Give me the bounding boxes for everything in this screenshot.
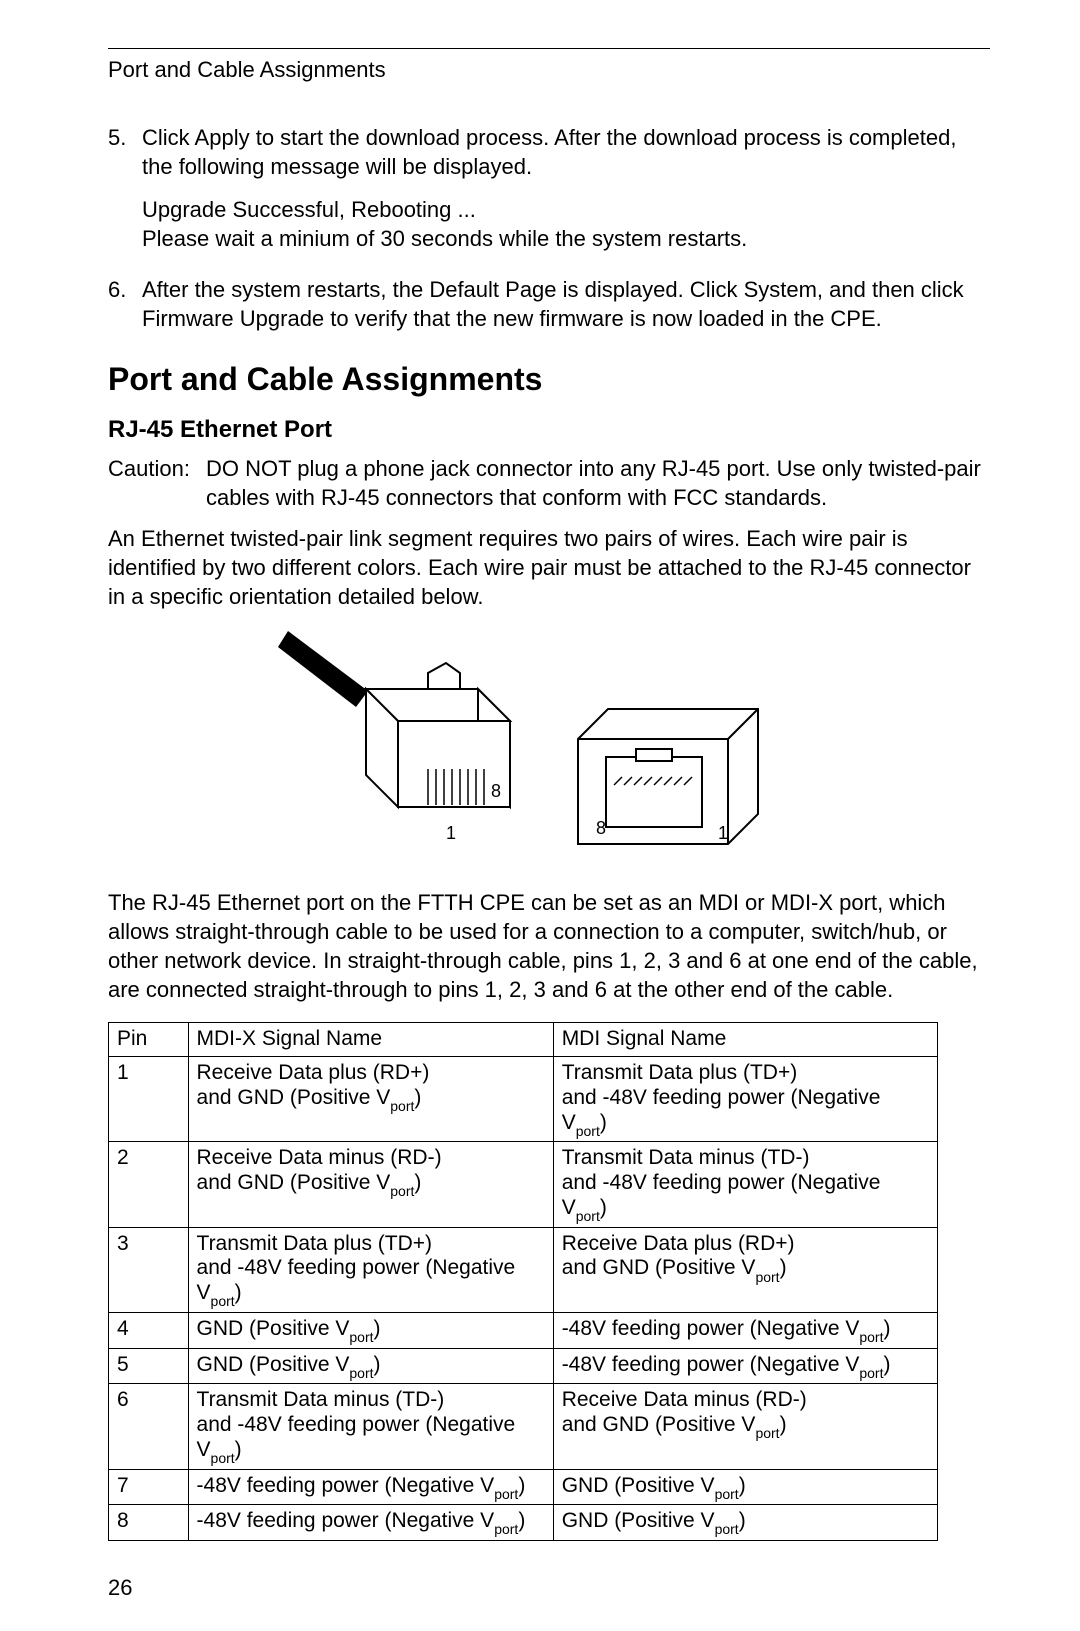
cell-mdi: -48V feeding power (Negative Vport) — [553, 1312, 937, 1348]
cell-mdix: -48V feeding power (Negative Vport) — [188, 1469, 553, 1505]
step-number: 6. — [108, 275, 142, 333]
section-title: Port and Cable Assignments — [108, 361, 990, 398]
para-wire-pairs: An Ethernet twisted-pair link segment re… — [108, 524, 990, 611]
cell-pin: 7 — [109, 1469, 189, 1505]
cell-mdix: Transmit Data plus (TD+)and -48V feeding… — [188, 1227, 553, 1312]
pin-assignment-table: Pin MDI-X Signal Name MDI Signal Name 1R… — [108, 1022, 938, 1541]
top-rule — [108, 48, 990, 49]
cell-mdi: GND (Positive Vport) — [553, 1505, 937, 1541]
step-6-para-1: After the system restarts, the Default P… — [142, 275, 990, 333]
table-row: 5GND (Positive Vport)-48V feeding power … — [109, 1348, 938, 1384]
cell-mdix: Transmit Data minus (TD-)and -48V feedin… — [188, 1384, 553, 1469]
cell-pin: 5 — [109, 1348, 189, 1384]
caution-text: DO NOT plug a phone jack connector into … — [206, 454, 990, 512]
cell-mdi: Transmit Data minus (TD-)and -48V feedin… — [553, 1142, 937, 1227]
cell-pin: 3 — [109, 1227, 189, 1312]
para-mdi-mdix: The RJ-45 Ethernet port on the FTTH CPE … — [108, 888, 990, 1004]
table-row: 8-48V feeding power (Negative Vport)GND … — [109, 1505, 938, 1541]
table-row: 4GND (Positive Vport)-48V feeding power … — [109, 1312, 938, 1348]
cell-mdi: -48V feeding power (Negative Vport) — [553, 1348, 937, 1384]
caution-block: Caution: DO NOT plug a phone jack connec… — [108, 454, 990, 512]
cell-mdi: Receive Data plus (RD+)and GND (Positive… — [553, 1227, 937, 1312]
jack-pin-8-label: 8 — [596, 818, 606, 838]
running-head: Port and Cable Assignments — [108, 57, 990, 83]
cell-mdix: Receive Data minus (RD-)and GND (Positiv… — [188, 1142, 553, 1227]
step-5-para-2: Upgrade Successful, Rebooting ... Please… — [142, 195, 990, 253]
step-6: 6. After the system restarts, the Defaul… — [108, 275, 990, 333]
cell-mdix: Receive Data plus (RD+)and GND (Positive… — [188, 1057, 553, 1142]
step-5-para-1: Click Apply to start the download proces… — [142, 123, 990, 181]
steps-list: 5. Click Apply to start the download pro… — [108, 123, 990, 333]
plug-pin-1-label: 1 — [446, 823, 456, 843]
step-5: 5. Click Apply to start the download pro… — [108, 123, 990, 253]
plug-pin-8-label: 8 — [491, 781, 501, 801]
col-pin-header: Pin — [109, 1023, 189, 1057]
rj45-figure: 8 1 — [278, 629, 990, 864]
cell-mdi: GND (Positive Vport) — [553, 1469, 937, 1505]
table-row: 1Receive Data plus (RD+)and GND (Positiv… — [109, 1057, 938, 1142]
cell-mdix: GND (Positive Vport) — [188, 1348, 553, 1384]
jack-pin-1-label: 1 — [718, 823, 728, 843]
col-mdix-header: MDI-X Signal Name — [188, 1023, 553, 1057]
page-number: 26 — [108, 1575, 990, 1601]
table-header-row: Pin MDI-X Signal Name MDI Signal Name — [109, 1023, 938, 1057]
table-row: 2Receive Data minus (RD-)and GND (Positi… — [109, 1142, 938, 1227]
subsection-title: RJ-45 Ethernet Port — [108, 416, 990, 444]
cell-mdi: Receive Data minus (RD-)and GND (Positiv… — [553, 1384, 937, 1469]
cell-mdix: -48V feeding power (Negative Vport) — [188, 1505, 553, 1541]
table-row: 6Transmit Data minus (TD-)and -48V feedi… — [109, 1384, 938, 1469]
caution-label: Caution: — [108, 454, 206, 512]
table-body: 1Receive Data plus (RD+)and GND (Positiv… — [109, 1057, 938, 1541]
step-number: 5. — [108, 123, 142, 253]
table-row: 7-48V feeding power (Negative Vport)GND … — [109, 1469, 938, 1505]
cell-pin: 8 — [109, 1505, 189, 1541]
cell-pin: 4 — [109, 1312, 189, 1348]
table-row: 3Transmit Data plus (TD+)and -48V feedin… — [109, 1227, 938, 1312]
cell-pin: 1 — [109, 1057, 189, 1142]
cell-pin: 2 — [109, 1142, 189, 1227]
col-mdi-header: MDI Signal Name — [553, 1023, 937, 1057]
cell-mdix: GND (Positive Vport) — [188, 1312, 553, 1348]
cell-mdi: Transmit Data plus (TD+)and -48V feeding… — [553, 1057, 937, 1142]
cell-pin: 6 — [109, 1384, 189, 1469]
rj45-svg: 8 1 — [278, 629, 798, 859]
